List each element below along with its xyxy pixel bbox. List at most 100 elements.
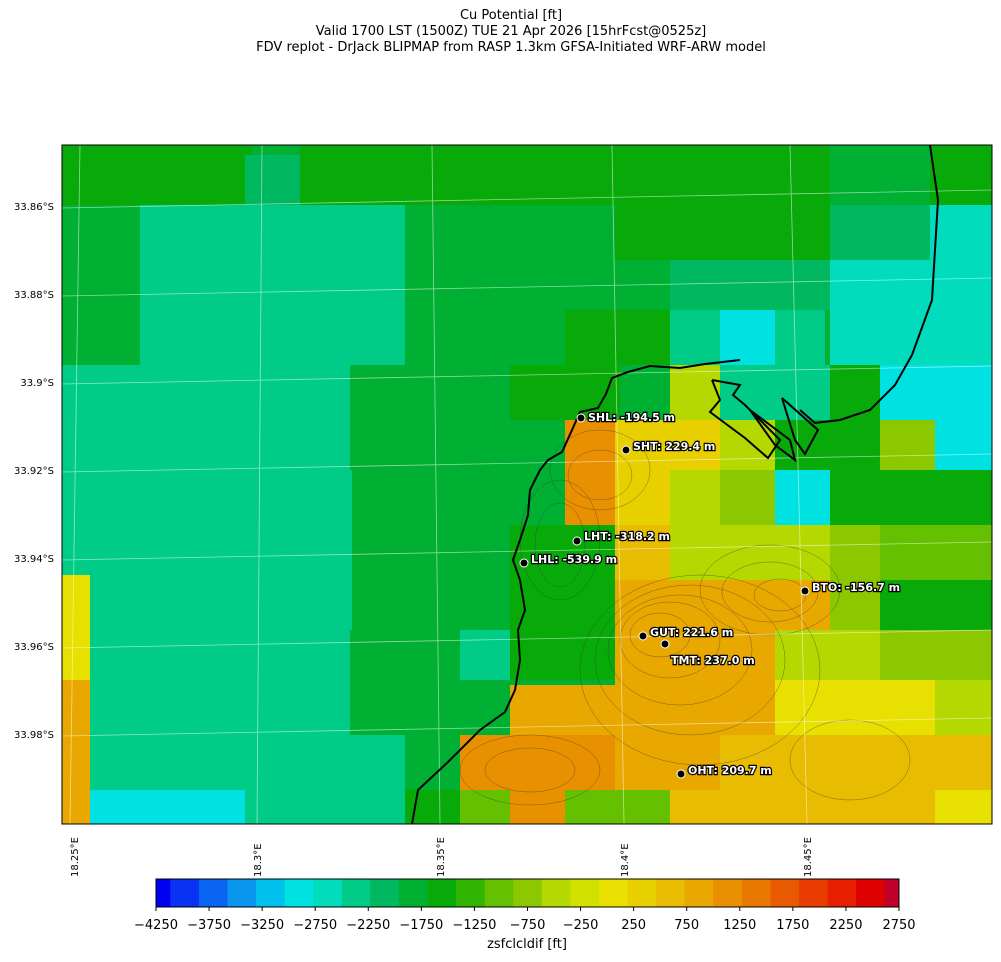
field-cell [830, 420, 880, 470]
lon-tick-label: 18.4°E [620, 843, 631, 877]
field-cell [775, 680, 935, 735]
field-cell [565, 790, 670, 824]
field-cell [880, 630, 992, 680]
colorbar-swatch [156, 879, 171, 907]
colorbar-swatch [370, 879, 400, 907]
colorbar-swatch [884, 879, 900, 907]
colorbar-swatch [456, 879, 486, 907]
field-cell [670, 790, 830, 824]
station-OHT[interactable]: OHT: 209.7 m [676, 763, 773, 779]
colorbar-tick-label: −2250 [346, 918, 391, 933]
colorbar-swatch [427, 879, 457, 907]
colorbar-swatch [484, 879, 514, 907]
colorbar-tick-label: −1250 [452, 918, 497, 933]
colorbar-swatch [313, 879, 343, 907]
lat-tick-label: 33.96°S [14, 642, 54, 653]
field-cell [350, 420, 510, 470]
field-cell [935, 680, 992, 735]
station-markers: SHL: -194.5 m SHT: 229.4 m LHT: -318.2 m… [519, 410, 901, 779]
colorbar-swatch [284, 879, 314, 907]
field-cell [510, 685, 775, 735]
station-SHT[interactable]: SHT: 229.4 m [621, 439, 717, 455]
field-cells [62, 145, 992, 824]
field-cell [775, 420, 830, 470]
colorbar-swatch [541, 879, 571, 907]
colorbar-swatch [656, 879, 686, 907]
lat-tick-label: 33.92°S [14, 466, 54, 477]
field-cell [670, 525, 830, 580]
field-cell [62, 680, 90, 824]
field-cell [670, 470, 720, 525]
colorbar [155, 879, 900, 911]
station-label-OHT: OHT: 209.7 m [688, 764, 772, 777]
colorbar-tick-label: 1250 [723, 918, 757, 933]
field-cell [460, 630, 510, 680]
map-plot-area [62, 145, 992, 824]
colorbar-swatch [598, 879, 629, 907]
field-cell [620, 365, 670, 420]
colorbar-tick-label: −250 [562, 918, 599, 933]
colorbar-label: zsfclcldif [ft] [487, 937, 567, 952]
station-LHL[interactable]: LHL: -539.9 m [519, 552, 618, 568]
colorbar-swatch [170, 879, 200, 907]
field-cell [830, 630, 880, 680]
colorbar-swatch [741, 879, 771, 907]
station-label-TMT: TMT: 237.0 m [671, 654, 755, 667]
field-cell [460, 790, 515, 824]
field-cell [830, 205, 930, 260]
colorbar-swatch [770, 879, 800, 907]
field-cell [720, 310, 775, 365]
colorbar-swatch [627, 879, 657, 907]
field-cell [720, 420, 775, 470]
title-line-1: Cu Potential [ft] [459, 8, 563, 23]
field-cell [350, 630, 460, 680]
field-cell [510, 790, 565, 824]
colorbar-swatch [684, 879, 714, 907]
field-cell [775, 310, 825, 365]
lon-tick-label: 18.45°E [803, 837, 814, 877]
colorbar-swatch [198, 879, 228, 907]
field-cell [720, 365, 830, 420]
colorbar-swatch [227, 879, 257, 907]
field-cell [720, 470, 775, 525]
graticule [62, 145, 992, 824]
colorbar-tick-label: 2750 [882, 918, 916, 933]
field-cell [615, 735, 720, 790]
colorbar-tick-label: −3250 [240, 918, 285, 933]
field-cell [615, 420, 670, 470]
field-cell [830, 470, 935, 525]
station-LHT[interactable]: LHT: -318.2 m [572, 529, 671, 546]
field-cell [565, 310, 670, 365]
field-cell [830, 310, 930, 365]
lat-tick-label: 33.88°S [14, 290, 54, 301]
colorbar-tick-label: −1750 [399, 918, 444, 933]
colorbar-swatch [513, 879, 543, 907]
station-BTO[interactable]: BTO: -156.7 m [800, 580, 901, 596]
field-cell [930, 205, 992, 310]
field-cell [670, 420, 720, 470]
field-cell [720, 735, 935, 790]
colorbar-swatch [713, 879, 743, 907]
station-GUT[interactable]: GUT: 221.6 m [638, 625, 734, 641]
field-cell [565, 420, 620, 525]
colorbar-swatch [798, 879, 829, 907]
field-cell [62, 145, 252, 205]
title-line-3: FDV replot - DrJack BLIPMAP from RASP 1.… [256, 40, 766, 55]
field-cell [880, 420, 935, 470]
field-cell [830, 155, 925, 205]
colorbar-tick-label: −3750 [187, 918, 232, 933]
field-cell [670, 310, 720, 365]
field-cell [830, 365, 880, 420]
field-cell [510, 580, 615, 630]
colorbar-swatch [256, 879, 286, 907]
station-TMT[interactable]: TMT: 237.0 m [660, 639, 756, 668]
field-cell [830, 260, 930, 315]
station-SHL[interactable]: SHL: -194.5 m [576, 410, 676, 425]
plot-frame [61, 144, 993, 825]
colorbar-swatch [398, 879, 428, 907]
coastline [411, 145, 940, 824]
field-cell [62, 470, 352, 680]
lat-tick-label: 33.9°S [20, 378, 54, 389]
station-label-SHL: SHL: -194.5 m [588, 411, 675, 424]
